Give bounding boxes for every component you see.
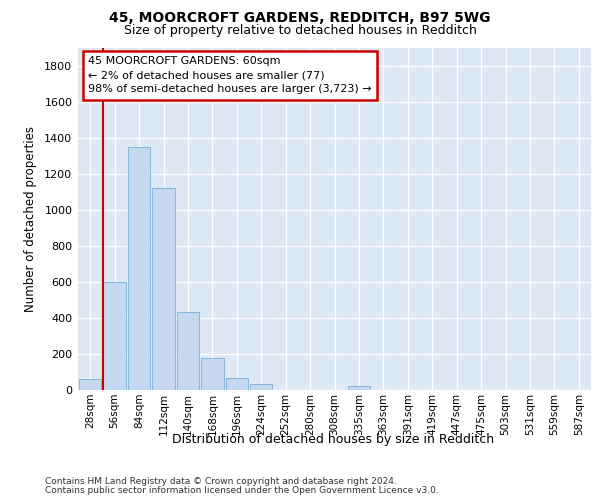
Text: Contains public sector information licensed under the Open Government Licence v3: Contains public sector information licen… [45, 486, 439, 495]
Text: Contains HM Land Registry data © Crown copyright and database right 2024.: Contains HM Land Registry data © Crown c… [45, 477, 397, 486]
Text: Size of property relative to detached houses in Redditch: Size of property relative to detached ho… [124, 24, 476, 37]
Text: 45, MOORCROFT GARDENS, REDDITCH, B97 5WG: 45, MOORCROFT GARDENS, REDDITCH, B97 5WG [109, 11, 491, 25]
Bar [152, 188, 175, 390]
Bar [79, 379, 101, 390]
Bar [176, 312, 199, 390]
Y-axis label: Number of detached properties: Number of detached properties [25, 126, 37, 312]
Bar [103, 282, 126, 390]
Bar [128, 146, 151, 390]
Bar [347, 386, 370, 390]
Text: Distribution of detached houses by size in Redditch: Distribution of detached houses by size … [172, 432, 494, 446]
Text: 45 MOORCROFT GARDENS: 60sqm
← 2% of detached houses are smaller (77)
98% of semi: 45 MOORCROFT GARDENS: 60sqm ← 2% of deta… [88, 56, 372, 94]
Bar [250, 384, 272, 390]
Bar [226, 378, 248, 390]
Bar [201, 358, 224, 390]
